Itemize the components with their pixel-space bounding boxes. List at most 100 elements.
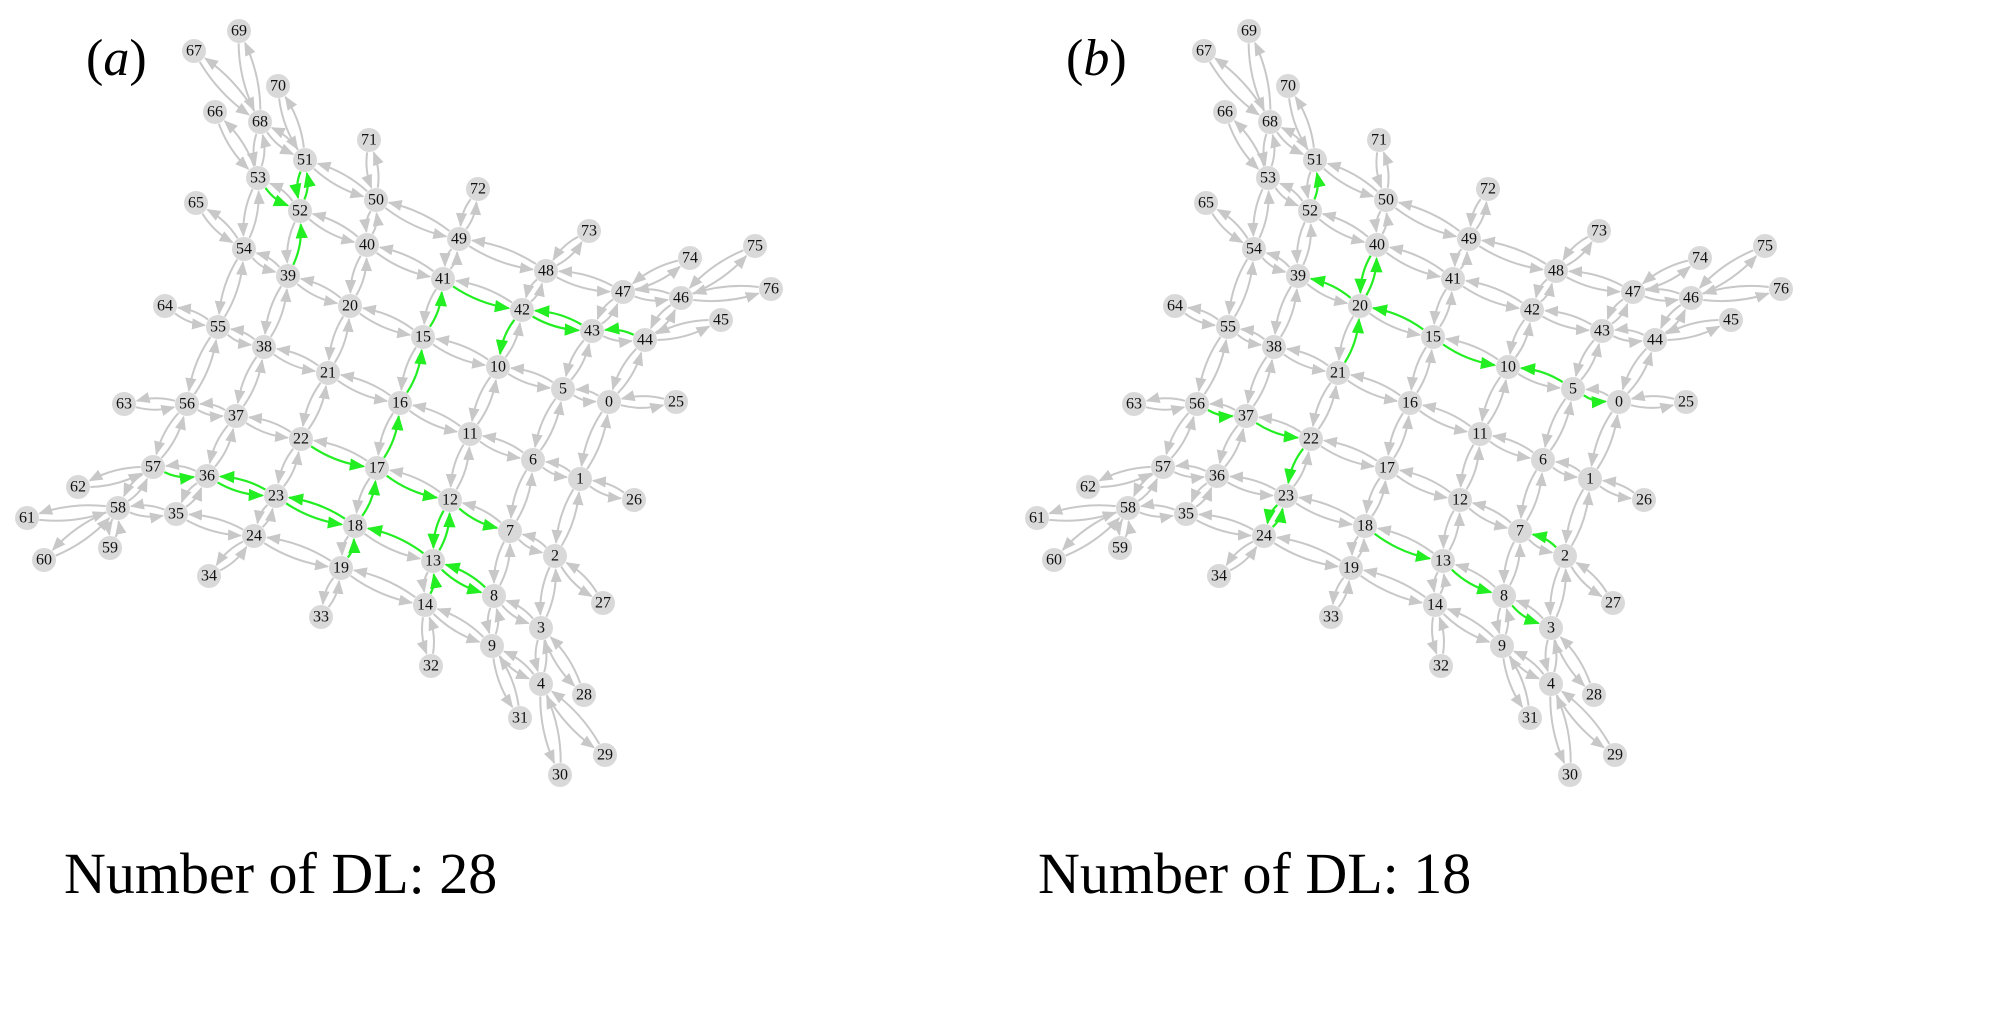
graph-node: 29 bbox=[593, 743, 617, 767]
graph-edge bbox=[1426, 617, 1438, 655]
panel-a-dl-count: Number of DL: 28 bbox=[64, 841, 497, 906]
graph-edge bbox=[1278, 182, 1304, 202]
graph-node: 59 bbox=[1108, 536, 1132, 560]
graph-node: 74 bbox=[678, 246, 702, 270]
node-circle bbox=[1319, 605, 1343, 629]
deadlock-edge bbox=[452, 285, 511, 313]
node-circle bbox=[1587, 219, 1611, 243]
graph-edge bbox=[591, 476, 625, 494]
deadlock-edge bbox=[1207, 409, 1235, 424]
graph-edge bbox=[1601, 476, 1635, 494]
graph-edge bbox=[270, 287, 292, 338]
panel-b: (b) 012345678910111213141516171819202122… bbox=[1025, 19, 1793, 906]
graph-node: 68 bbox=[248, 110, 272, 134]
graph-edge bbox=[479, 440, 522, 462]
graph-edge bbox=[542, 466, 569, 482]
node-label: 33 bbox=[313, 609, 329, 626]
node-label: 56 bbox=[179, 396, 195, 413]
deadlock-edge bbox=[1442, 343, 1497, 370]
graph-edge bbox=[372, 151, 384, 188]
graph-edge bbox=[337, 379, 389, 405]
graph-node: 26 bbox=[1632, 488, 1656, 512]
graph-edge bbox=[1429, 288, 1447, 326]
graph-edge bbox=[253, 504, 269, 525]
graph-edge bbox=[523, 278, 538, 299]
graph-edge bbox=[1449, 248, 1463, 268]
graph-node: 75 bbox=[1753, 234, 1777, 258]
graph-edge bbox=[1261, 257, 1287, 275]
node-label: 22 bbox=[293, 431, 309, 448]
graph-edge bbox=[242, 358, 266, 407]
graph-edge bbox=[1396, 474, 1449, 501]
node-circle bbox=[1237, 19, 1261, 43]
node-label: 65 bbox=[188, 195, 204, 212]
graph-edge bbox=[1394, 207, 1458, 240]
graph-edge bbox=[265, 533, 332, 562]
graph-node: 2 bbox=[1553, 544, 1577, 568]
graph-node: 23 bbox=[1274, 484, 1298, 508]
graph-edge bbox=[620, 402, 665, 414]
graph-edge bbox=[1525, 472, 1547, 522]
node-label: 49 bbox=[1461, 231, 1477, 248]
graph-node: 57 bbox=[1151, 455, 1175, 479]
graph-node: 71 bbox=[357, 128, 381, 152]
node-label: 2 bbox=[1561, 548, 1569, 565]
node-label: 36 bbox=[199, 468, 215, 485]
graph-edge bbox=[552, 235, 579, 261]
graph-edge bbox=[324, 315, 345, 362]
graph-edge bbox=[1406, 346, 1427, 392]
graph-node: 45 bbox=[1719, 308, 1743, 332]
graph-edge bbox=[617, 351, 644, 394]
graph-edge bbox=[1321, 211, 1369, 238]
node-label: 76 bbox=[763, 281, 779, 298]
graph-edge bbox=[551, 488, 575, 544]
node-circle bbox=[1185, 392, 1209, 416]
node-circle bbox=[227, 19, 251, 43]
node-circle bbox=[1194, 191, 1218, 215]
graph-edge bbox=[185, 486, 203, 508]
graph-edge bbox=[234, 356, 258, 405]
deadlock-edge bbox=[303, 171, 316, 200]
graph-edge bbox=[199, 397, 226, 411]
node-circle bbox=[1348, 294, 1372, 318]
node-circle bbox=[316, 361, 340, 385]
node-circle bbox=[1216, 315, 1240, 339]
graph-node: 44 bbox=[1643, 328, 1667, 352]
graph-edge bbox=[129, 498, 165, 511]
node-label: 23 bbox=[1278, 488, 1294, 505]
graph-node: 43 bbox=[580, 319, 604, 343]
node-label: 52 bbox=[1302, 203, 1318, 220]
graph-node: 39 bbox=[276, 264, 300, 288]
graph-node: 51 bbox=[293, 148, 317, 172]
node-label: 9 bbox=[1498, 638, 1506, 655]
node-circle bbox=[1339, 556, 1363, 580]
node-label: 9 bbox=[488, 638, 496, 655]
deadlock-edge bbox=[532, 315, 581, 336]
graph-edge bbox=[1468, 507, 1509, 531]
graph-node: 67 bbox=[182, 39, 206, 63]
graph-edge bbox=[197, 409, 224, 423]
graph-node: 36 bbox=[195, 464, 219, 488]
node-label: 48 bbox=[538, 263, 554, 280]
graph-edge bbox=[1426, 571, 1439, 593]
graph-node: 26 bbox=[622, 488, 646, 512]
graph-node: 15 bbox=[411, 325, 435, 349]
graph-node: 36 bbox=[1205, 464, 1229, 488]
node-label: 30 bbox=[552, 767, 568, 784]
graph-edge bbox=[1173, 471, 1206, 485]
deadlock-edge bbox=[1263, 504, 1279, 525]
graph-edge bbox=[1209, 397, 1236, 411]
graph-edge bbox=[1196, 519, 1252, 541]
graph-edge bbox=[388, 467, 441, 494]
node-circle bbox=[1621, 280, 1645, 304]
graph-edge bbox=[655, 319, 709, 335]
graph-edge bbox=[1512, 650, 1545, 675]
graph-edge bbox=[455, 446, 475, 490]
graph-node: 18 bbox=[1353, 514, 1377, 538]
node-label: 61 bbox=[1029, 510, 1045, 527]
graph-edge bbox=[1139, 511, 1175, 524]
graph-edge bbox=[1498, 541, 1515, 584]
graph-edge bbox=[1611, 302, 1629, 325]
node-circle bbox=[232, 237, 256, 261]
graph-edge bbox=[260, 285, 282, 336]
